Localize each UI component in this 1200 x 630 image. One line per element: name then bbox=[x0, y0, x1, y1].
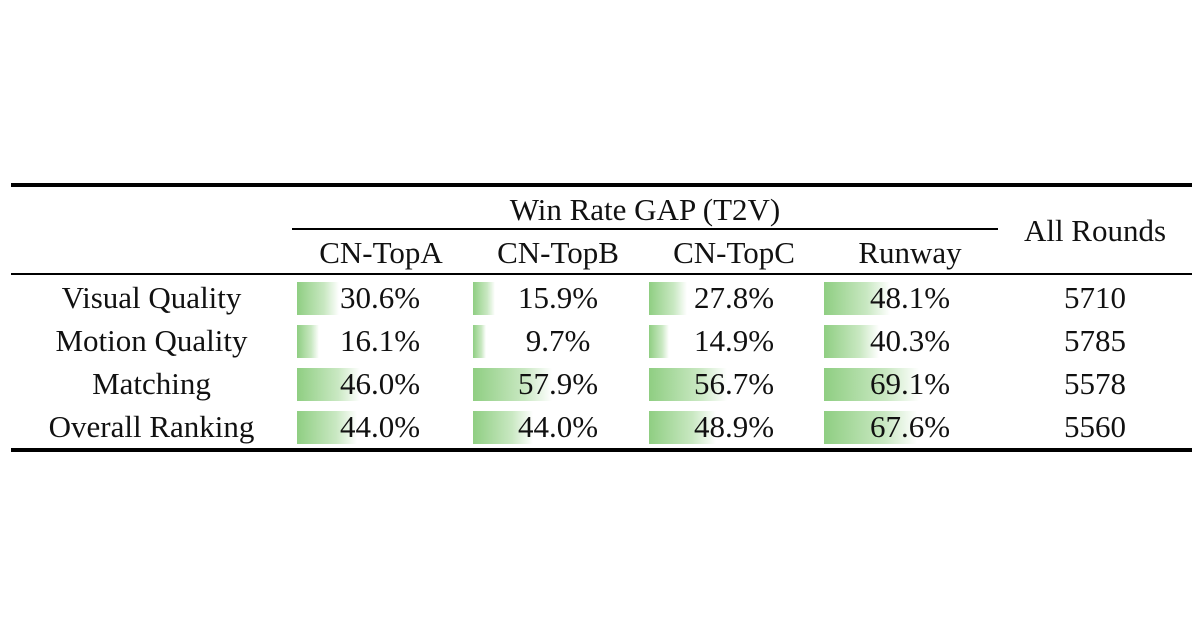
table-header-rule bbox=[11, 273, 1192, 275]
table-top-rule bbox=[11, 183, 1192, 187]
win-rate-bar-motion-quality-cn-topb bbox=[473, 325, 486, 358]
win-rate-bar-motion-quality-cn-topa bbox=[297, 325, 319, 358]
win-rate-bar-overall-ranking-cn-topb bbox=[473, 411, 533, 444]
table-bottom-rule bbox=[11, 448, 1192, 452]
rounds-value-visual-quality: 5710 bbox=[1064, 280, 1126, 315]
row-label-matching: Matching bbox=[92, 366, 211, 401]
win-rate-value-matching-cn-topa: 46.0% bbox=[339, 366, 421, 401]
group-header: Win Rate GAP (T2V) bbox=[509, 192, 781, 227]
all-rounds-header: All Rounds bbox=[1023, 213, 1167, 248]
win-rate-value-visual-quality-cn-topb: 15.9% bbox=[517, 280, 599, 315]
column-header-runway: Runway bbox=[858, 235, 962, 270]
row-label-motion-quality: Motion Quality bbox=[55, 323, 248, 358]
win-rate-value-overall-ranking-cn-topc: 48.9% bbox=[693, 409, 775, 444]
rounds-value-motion-quality: 5785 bbox=[1064, 323, 1126, 358]
column-header-cn-topb: CN-TopB bbox=[497, 235, 619, 270]
win-rate-value-visual-quality-cn-topa: 30.6% bbox=[339, 280, 421, 315]
win-rate-value-matching-cn-topc: 56.7% bbox=[693, 366, 775, 401]
win-rate-bar-visual-quality-cn-topc bbox=[649, 282, 687, 315]
win-rate-value-matching-cn-topb: 57.9% bbox=[517, 366, 599, 401]
win-rate-bar-overall-ranking-cn-topc bbox=[649, 411, 716, 444]
win-rate-bar-matching-cn-topb bbox=[473, 368, 552, 401]
win-rate-value-motion-quality-cn-topb: 9.7% bbox=[525, 323, 591, 358]
column-header-cn-topa: CN-TopA bbox=[319, 235, 443, 270]
win-rate-bar-motion-quality-runway bbox=[824, 325, 879, 358]
win-rate-value-visual-quality-runway: 48.1% bbox=[869, 280, 951, 315]
win-rate-bar-visual-quality-runway bbox=[824, 282, 890, 315]
win-rate-value-motion-quality-cn-topa: 16.1% bbox=[339, 323, 421, 358]
win-rate-bar-visual-quality-cn-topb bbox=[473, 282, 495, 315]
win-rate-value-motion-quality-cn-topc: 14.9% bbox=[693, 323, 775, 358]
win-rate-value-overall-ranking-cn-topb: 44.0% bbox=[517, 409, 599, 444]
win-rate-value-overall-ranking-cn-topa: 44.0% bbox=[339, 409, 421, 444]
win-rate-value-visual-quality-cn-topc: 27.8% bbox=[693, 280, 775, 315]
win-rate-bar-motion-quality-cn-topc bbox=[649, 325, 669, 358]
rounds-value-overall-ranking: 5560 bbox=[1064, 409, 1126, 444]
row-label-visual-quality: Visual Quality bbox=[61, 280, 242, 315]
win-rate-bar-overall-ranking-runway bbox=[824, 411, 917, 444]
win-rate-bar-overall-ranking-cn-topa bbox=[297, 411, 357, 444]
win-rate-bar-matching-cn-topa bbox=[297, 368, 360, 401]
column-header-cn-topc: CN-TopC bbox=[673, 235, 795, 270]
win-rate-bar-visual-quality-cn-topa bbox=[297, 282, 339, 315]
win-rate-value-motion-quality-runway: 40.3% bbox=[869, 323, 951, 358]
win-rate-value-overall-ranking-runway: 67.6% bbox=[869, 409, 951, 444]
row-label-overall-ranking: Overall Ranking bbox=[48, 409, 255, 444]
win-rate-value-matching-runway: 69.1% bbox=[869, 366, 951, 401]
rounds-value-matching: 5578 bbox=[1064, 366, 1126, 401]
group-header-rule bbox=[292, 228, 998, 230]
win-rate-bar-matching-cn-topc bbox=[649, 368, 727, 401]
win-rate-bar-matching-runway bbox=[824, 368, 919, 401]
